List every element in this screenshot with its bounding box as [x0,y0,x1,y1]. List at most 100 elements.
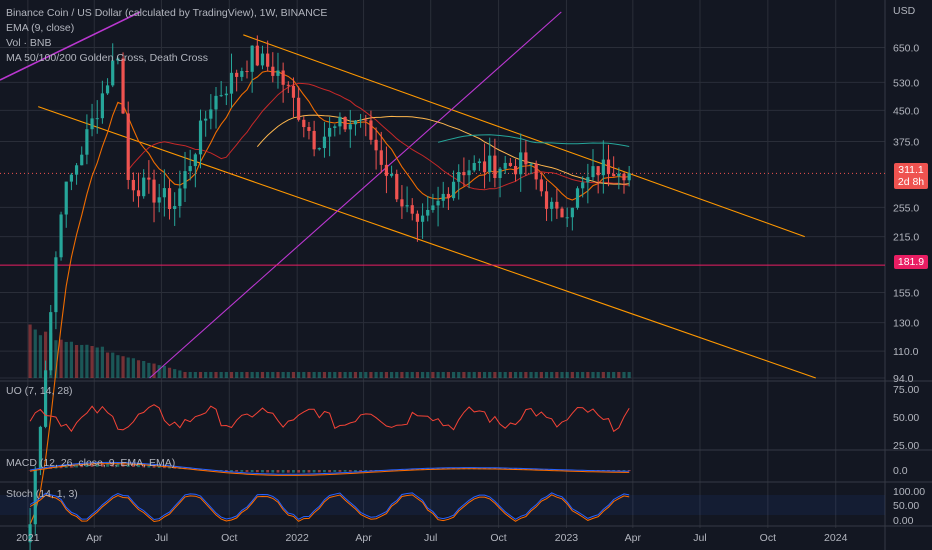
candle-body [405,205,409,207]
candle-body [482,161,487,173]
volume-bar [343,372,347,378]
macd-histogram-bar [617,470,621,472]
uo-pane-label[interactable]: UO (7, 14, 28) [6,385,73,397]
stoch-k-line [29,492,630,521]
stoch-pane-label[interactable]: Stoch (14, 1, 3) [6,488,78,500]
price-tick-label: 255.0 [893,202,919,214]
channel-upper-line [243,34,805,238]
volume-bar [539,372,543,378]
candle-body [612,174,616,177]
volume-bar [410,372,414,378]
macd-pane-label[interactable]: MACD (12, 26, close, 9, EMA, EMA) [6,457,176,469]
macd-histogram-bar [126,462,130,467]
volume-bar [229,372,234,378]
volume-bar [54,340,58,378]
volume-bar [555,372,559,378]
candle-body [519,152,523,175]
volume-bar [627,372,631,378]
price-tick-label: 375.0 [893,137,919,149]
macd-histogram-bar [524,468,528,470]
candlestick-series [28,35,631,550]
candle-body [622,173,626,181]
macd-histogram-bar [106,462,109,467]
currency-label: USD [893,5,916,17]
volume-bar [415,372,420,378]
candle-body [591,166,595,178]
candle-body [379,150,383,165]
candle-body [59,214,63,258]
volume-bar [338,372,342,378]
volume-bar [322,372,327,378]
macd-histogram-bar [131,463,135,468]
volume-bar [601,372,605,378]
candle-body [343,116,347,130]
macd-histogram-bar [193,468,197,470]
candle-body [33,469,37,525]
volume-bar [80,344,84,378]
candle-body [426,209,430,216]
volume-bar [162,365,166,378]
ma-50-line [127,82,630,191]
volume-bar [235,372,239,378]
volume-bar [431,372,435,378]
candle-body [581,182,585,189]
macd-histogram-bar [281,470,285,473]
volume-bar [64,341,68,378]
volume-bar [74,345,79,378]
macd-histogram-bar [111,462,115,467]
candle-body [420,215,425,222]
macd-histogram-bar [410,468,414,470]
ema-legend[interactable]: EMA (9, close) [6,22,75,34]
candle-body [384,164,389,176]
candle-body [229,72,234,94]
candle-body [188,166,192,172]
volume-bar [219,372,223,378]
candle-body [214,95,218,110]
price-tick-label: 530.0 [893,77,919,89]
symbol-title[interactable]: Binance Coin / US Dollar (calculated by … [6,7,328,19]
volume-bar [291,372,296,378]
volume-bar [544,372,549,378]
volume-bar [43,331,48,378]
candle-body [116,58,120,61]
candle-body [291,85,296,98]
macd-histogram-bar [297,470,301,473]
candle-body [204,118,208,121]
candle-body [451,181,456,199]
macd-histogram-bar [240,470,244,472]
volume-bar [617,372,621,378]
volume-bar [451,372,456,378]
ma-legend[interactable]: MA 50/100/200 Golden Cross, Death Cross [6,52,208,64]
candle-body [183,171,187,189]
macd-histogram-bar [266,470,270,473]
volume-bar [524,372,528,378]
candle-body [317,148,321,150]
candle-body [266,53,270,67]
candle-body [69,174,73,182]
price-tick-label: 110.0 [893,346,919,358]
candle-body [250,45,254,72]
volume-bar [596,372,600,378]
volume-bar [105,352,110,378]
volume-bar [565,372,569,378]
volume-bar [85,344,89,378]
candle-body [38,426,43,470]
macd-histogram-bar [354,470,357,472]
candle-body [157,197,161,203]
volume-bar [503,372,507,378]
volume-bar [328,372,332,378]
indicator-panes [0,404,885,523]
macd-histogram-bar [245,470,249,472]
volume-bar [400,372,404,378]
volume-bar [69,341,73,378]
volume-bar [493,372,497,378]
time-tick-label: Apr [86,532,103,544]
volume-legend[interactable]: Vol · BNB [6,37,52,49]
chart-legend: Binance Coin / US Dollar (calculated by … [6,6,327,66]
time-tick-label: 2023 [555,532,579,544]
trendline-drawings[interactable] [0,11,885,379]
volume-bar [379,372,383,378]
candle-body [436,200,440,206]
candle-body [307,127,311,131]
